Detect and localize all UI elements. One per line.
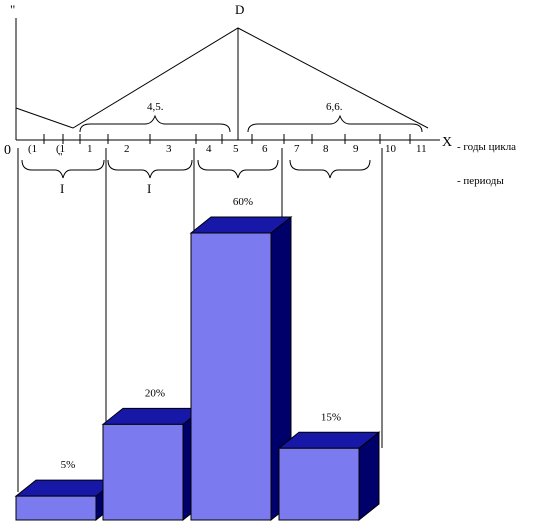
tick-label: (1 xyxy=(56,143,65,155)
tick-label: 4 xyxy=(206,143,212,155)
x-axis-label: X xyxy=(442,135,452,150)
tick-label: 2 xyxy=(124,143,130,155)
bar-front-face xyxy=(190,232,272,521)
upper-bracket-left xyxy=(79,114,231,133)
bar-front-face xyxy=(278,447,360,521)
bar xyxy=(277,431,381,522)
origin-label: 0 xyxy=(4,143,11,158)
period-bracket-3 xyxy=(197,159,279,179)
y-axis-label: " xyxy=(10,2,15,17)
period-legend: - периоды xyxy=(457,175,504,187)
bar-front-face xyxy=(15,495,97,521)
bar-front-face xyxy=(102,423,184,521)
x-axis-legend: - годы цикла xyxy=(457,141,516,153)
x-axis-ticks xyxy=(43,134,411,144)
tick-label: 11 xyxy=(416,143,427,155)
bar-label-group: 5% 20% 60% 15% xyxy=(61,196,341,471)
bar xyxy=(14,479,118,522)
tick-labels: (1 (1 1 2 3 4 5 6 7 8 9 10 11 xyxy=(28,143,427,155)
tick-label: 10 xyxy=(385,143,397,155)
bar-data-label: 60% xyxy=(233,196,253,208)
tick-label: 5 xyxy=(233,143,239,155)
upper-bracket-right xyxy=(247,114,423,133)
period-label-1: I xyxy=(60,181,64,196)
cycle-diagram xyxy=(15,18,440,179)
tick-label: (1 xyxy=(28,143,37,155)
span-label-1: 4,5. xyxy=(147,101,164,113)
tick-label: 7 xyxy=(294,143,300,155)
tick-label: 3 xyxy=(166,143,172,155)
cycle-curve xyxy=(15,27,429,129)
period-label-2: I xyxy=(147,181,151,196)
tick-label: 6 xyxy=(262,143,268,155)
bar-data-label: 5% xyxy=(61,459,76,471)
bar-data-label: 20% xyxy=(145,387,165,399)
peak-label: D xyxy=(235,2,244,17)
bar-group xyxy=(14,215,381,522)
period-bracket-4 xyxy=(289,159,371,179)
bar xyxy=(189,215,293,522)
tick-label: 1 xyxy=(87,143,93,155)
bar-data-label: 15% xyxy=(321,411,341,423)
period-bracket-2 xyxy=(107,159,193,179)
bar xyxy=(101,407,205,522)
span-label-2: 6,6. xyxy=(326,101,343,113)
tick-label: 8 xyxy=(323,143,329,155)
tick-label: 9 xyxy=(353,143,359,155)
bracket-mark: " xyxy=(58,151,63,163)
period-bracket-1 xyxy=(21,159,105,179)
